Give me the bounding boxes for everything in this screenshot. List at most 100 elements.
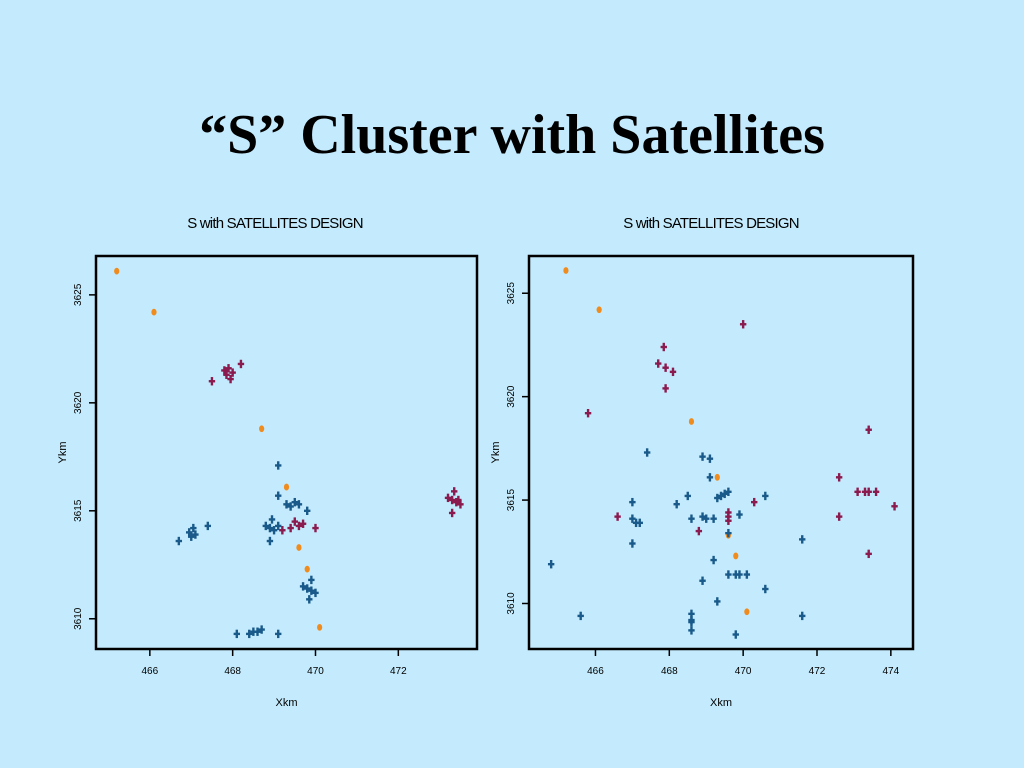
data-point-maroon	[751, 497, 758, 507]
y-tick-label: 3615	[506, 489, 517, 512]
data-point-blue	[175, 536, 183, 546]
slide-title: “S” Cluster with Satellites	[199, 104, 825, 166]
data-point-blue	[643, 448, 651, 457]
data-point-blue	[762, 491, 769, 501]
data-point-blue	[577, 611, 584, 621]
data-point-blue	[706, 454, 714, 463]
y-tick-label: 3620	[506, 385, 517, 408]
data-point-maroon	[287, 523, 294, 533]
data-point-maroon	[237, 359, 245, 369]
data-point-maroon	[444, 493, 452, 503]
y-axis-label: Ykm	[490, 442, 502, 464]
data-point-blue	[710, 555, 717, 565]
y-tick-label: 3625	[73, 283, 84, 306]
x-tick-label: 472	[809, 666, 826, 677]
data-point-orange	[733, 552, 739, 560]
data-point-blue	[190, 523, 197, 533]
data-point-maroon	[865, 487, 872, 496]
data-point-blue	[266, 523, 274, 533]
data-point-maroon	[891, 502, 898, 511]
data-point-maroon	[279, 526, 286, 535]
x-tick-label: 472	[390, 666, 407, 677]
x-tick-label: 470	[735, 666, 752, 677]
data-point-maroon	[448, 508, 456, 518]
data-point-maroon	[655, 359, 662, 368]
x-tick-label: 466	[141, 666, 158, 677]
data-point-blue	[725, 570, 732, 579]
data-point-blue	[710, 514, 717, 523]
chart-title: S with SATELLITES DESIGN	[187, 215, 363, 232]
data-point-maroon	[295, 521, 303, 531]
data-point-blue	[262, 521, 269, 531]
data-point-blue	[673, 500, 680, 509]
data-point-blue	[287, 502, 294, 511]
y-tick-label: 3625	[506, 282, 517, 305]
data-point-maroon	[669, 367, 677, 377]
data-point-blue	[233, 629, 241, 639]
data-point-blue	[295, 500, 303, 509]
data-point-blue	[306, 595, 313, 604]
data-point-blue	[308, 586, 315, 595]
data-point-blue	[304, 506, 311, 516]
data-point-blue	[629, 497, 636, 507]
data-point-maroon	[448, 495, 456, 505]
data-point-maroon	[451, 487, 458, 496]
data-point-blue	[275, 491, 282, 500]
data-point-maroon	[739, 320, 747, 329]
data-point-blue	[736, 570, 743, 579]
data-point-maroon	[660, 342, 667, 352]
data-point-blue	[725, 487, 732, 496]
x-tick-label: 468	[661, 666, 678, 677]
data-point-orange	[317, 624, 323, 631]
data-point-blue	[717, 491, 725, 501]
data-point-maroon	[291, 517, 298, 526]
x-axis-label: Xkm	[710, 697, 732, 709]
data-point-orange	[688, 418, 695, 425]
data-point-blue	[799, 535, 806, 544]
data-point-blue	[308, 575, 315, 585]
data-point-maroon	[835, 512, 843, 521]
data-point-maroon	[208, 377, 216, 386]
data-point-blue	[725, 528, 732, 538]
data-point-blue	[312, 588, 319, 598]
data-point-orange	[151, 308, 157, 316]
data-point-maroon	[662, 363, 669, 372]
data-point-blue	[275, 629, 282, 639]
data-point-blue	[706, 473, 714, 482]
x-axis-label: Xkm	[276, 697, 298, 709]
data-point-blue	[268, 515, 276, 524]
data-point-maroon	[221, 366, 228, 375]
data-point-blue	[185, 528, 193, 537]
data-point-maroon	[299, 519, 307, 528]
scatter-plot-left: S with SATELLITES DESIGN 466 468 470 472 3610…	[57, 215, 479, 709]
y-tick-label: 3610	[73, 607, 84, 630]
data-point-maroon	[865, 549, 872, 559]
scatter-plot-right: S with SATELLITES DESIGN 466 468 470 472 474 3…	[490, 215, 915, 709]
data-point-blue	[684, 491, 691, 501]
data-point-maroon	[614, 512, 621, 521]
data-point-maroon	[872, 487, 880, 496]
data-point-orange	[714, 473, 720, 481]
x-tick-label: 466	[587, 666, 604, 677]
data-point-blue	[699, 452, 706, 461]
chart-title: S with SATELLITES DESIGN	[623, 215, 799, 232]
data-point-maroon	[835, 473, 843, 482]
data-point-orange	[563, 267, 569, 274]
data-point-blue	[258, 625, 265, 634]
data-point-blue	[629, 539, 636, 548]
data-point-orange	[259, 425, 265, 433]
data-point-orange	[744, 608, 750, 616]
data-point-blue	[304, 584, 311, 593]
data-point-blue	[714, 597, 721, 606]
data-point-blue	[743, 570, 751, 579]
data-point-blue	[714, 493, 721, 503]
data-point-blue	[188, 532, 195, 541]
x-tick-label: 470	[307, 666, 324, 677]
data-point-blue	[699, 512, 706, 521]
data-point-blue	[204, 521, 212, 531]
data-point-blue	[275, 461, 282, 470]
data-point-maroon	[229, 368, 236, 377]
data-point-orange	[304, 565, 310, 573]
data-point-maroon	[725, 512, 732, 521]
data-point-blue	[629, 514, 636, 523]
